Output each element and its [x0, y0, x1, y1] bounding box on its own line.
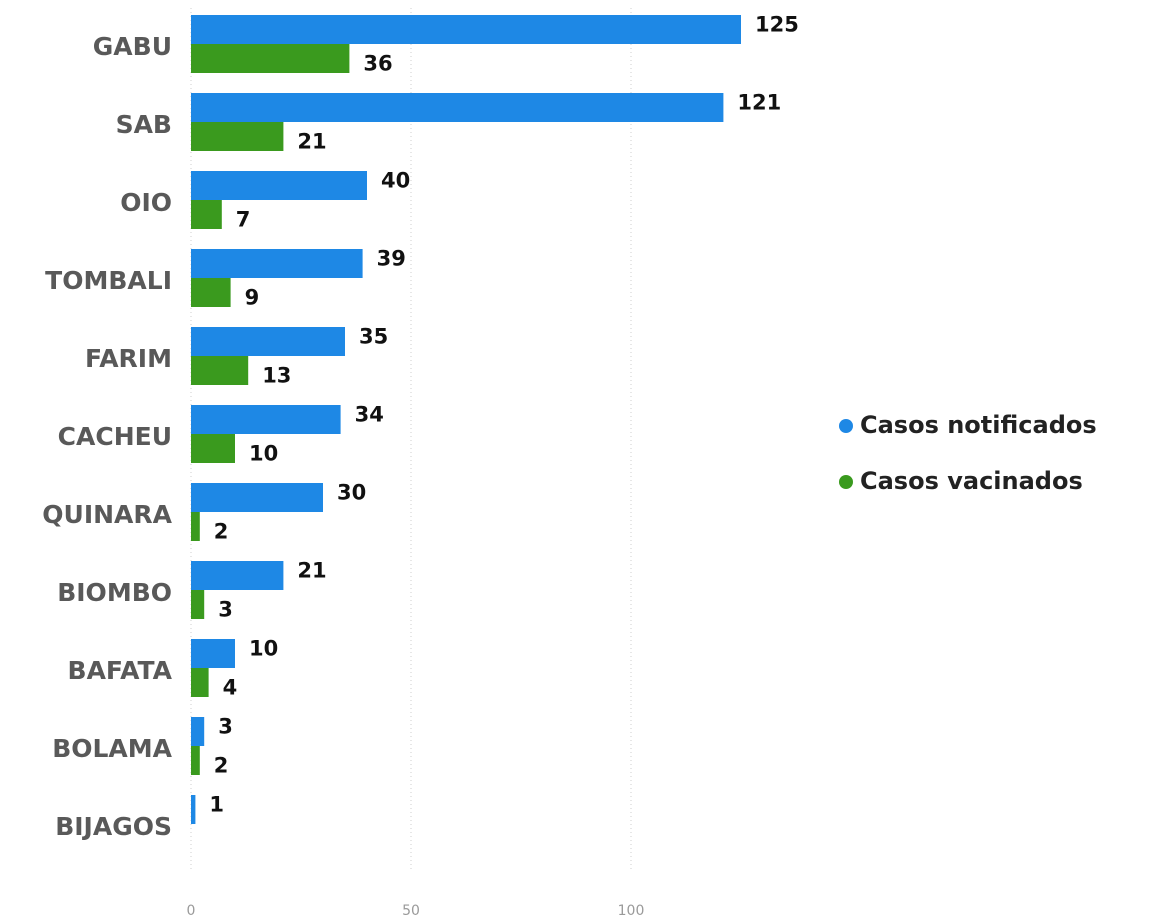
data-label: 2 [214, 754, 229, 778]
legend-marker [839, 475, 853, 489]
data-label: 21 [297, 130, 326, 154]
bar-notificados [191, 93, 724, 122]
data-label: 4 [223, 676, 238, 700]
data-label: 1 [209, 793, 224, 817]
bar-notificados [191, 639, 235, 668]
data-label: 13 [262, 364, 291, 388]
ticks-layer: 0 50 100 [187, 903, 645, 919]
bar-notificados [191, 327, 345, 356]
data-label: 40 [381, 169, 410, 193]
bar-vacinados [191, 200, 222, 229]
category-label: BOLAMA [52, 734, 172, 763]
data-label: 7 [236, 208, 251, 232]
legend-marker [839, 419, 853, 433]
category-label: BAFATA [68, 656, 173, 685]
bar-vacinados [191, 434, 235, 463]
data-label: 30 [337, 481, 366, 505]
legend-label: Casos vacinados [860, 467, 1083, 495]
x-tick-label: 0 [187, 903, 196, 919]
category-label: BIOMBO [57, 578, 172, 607]
category-label: GABU [93, 32, 172, 61]
data-label: 121 [737, 91, 781, 115]
bar-notificados [191, 483, 323, 512]
data-label: 39 [377, 247, 406, 271]
data-label: 10 [249, 637, 278, 661]
data-label: 10 [249, 442, 278, 466]
bar-notificados [191, 249, 363, 278]
data-label: 2 [214, 520, 229, 544]
bar-notificados [191, 561, 284, 590]
x-tick-label: 50 [402, 903, 420, 919]
data-label: 35 [359, 325, 388, 349]
bar-notificados [191, 405, 341, 434]
legend: Casos notificados Casos vacinados [839, 411, 1097, 495]
x-tick-label: 100 [618, 903, 645, 919]
bar-notificados [191, 171, 367, 200]
bar-vacinados [191, 668, 209, 697]
category-label: BIJAGOS [55, 812, 172, 841]
data-label: 34 [355, 403, 384, 427]
data-label: 125 [755, 13, 799, 37]
category-label: TOMBALI [45, 266, 172, 295]
bar-notificados [191, 795, 196, 824]
category-label: OIO [120, 188, 172, 217]
bar-vacinados [191, 44, 350, 73]
data-label: 21 [297, 559, 326, 583]
data-label: 3 [218, 598, 233, 622]
bar-vacinados [191, 278, 231, 307]
bar-vacinados [191, 746, 200, 775]
data-label: 3 [218, 715, 233, 739]
category-label: SAB [116, 110, 172, 139]
bar-vacinados [191, 590, 205, 619]
bar-notificados [191, 717, 205, 746]
category-label: CACHEU [58, 422, 172, 451]
legend-label: Casos notificados [860, 411, 1097, 439]
bar-notificados [191, 15, 741, 44]
data-label: 36 [363, 52, 392, 76]
bars-layer [191, 15, 741, 824]
data-label: 9 [245, 286, 260, 310]
category-label: QUINARA [42, 500, 172, 529]
bar-vacinados [191, 122, 284, 151]
bar-vacinados [191, 356, 249, 385]
category-label: FARIM [85, 344, 172, 373]
bar-vacinados [191, 512, 200, 541]
labels-layer: GABU12536SAB12121OIO407TOMBALI399FARIM35… [42, 13, 799, 842]
